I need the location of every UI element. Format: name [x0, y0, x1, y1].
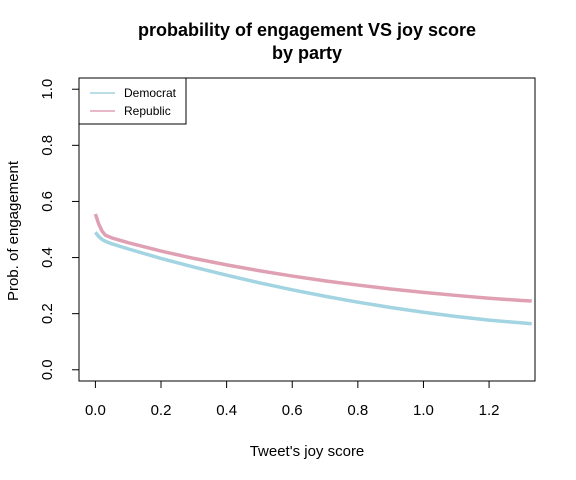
- y-tick-label: 0.2: [39, 303, 56, 324]
- series-line-republic: [93, 213, 532, 303]
- x-tick-label: 0.6: [282, 402, 303, 419]
- series-layer: [93, 213, 532, 326]
- y-tick-label: 0.4: [39, 247, 56, 268]
- y-axis-label: Prob. of engagement: [5, 160, 22, 301]
- x-tick-label: 1.2: [479, 402, 500, 419]
- x-tick-label: 0.8: [347, 402, 368, 419]
- legend-label-republic: Republic: [124, 104, 171, 118]
- series-line-democrat: [94, 231, 532, 326]
- y-tick-label: 1.0: [39, 79, 56, 100]
- legend-box: [78, 77, 187, 125]
- x-axis: 0.0 0.2 0.4 0.6 0.8 1.0 1.2: [85, 380, 500, 419]
- chart-subtitle: by party: [272, 43, 342, 63]
- y-axis: 0.0 0.2 0.4 0.6 0.8 1.0: [39, 79, 80, 380]
- x-tick-label: 0.4: [216, 402, 237, 419]
- x-tick-label: 1.0: [413, 402, 434, 419]
- legend-label-democrat: Democrat: [124, 86, 177, 100]
- y-tick-label: 0.0: [39, 359, 56, 380]
- legend: Democrat Republic: [78, 77, 187, 125]
- y-tick-label: 0.6: [39, 191, 56, 212]
- x-tick-label: 0.2: [151, 402, 172, 419]
- x-axis-label: Tweet's joy score: [250, 443, 365, 460]
- x-tick-label: 0.0: [85, 402, 106, 419]
- y-tick-label: 0.8: [39, 135, 56, 156]
- chart-title: probability of engagement VS joy score: [138, 20, 476, 40]
